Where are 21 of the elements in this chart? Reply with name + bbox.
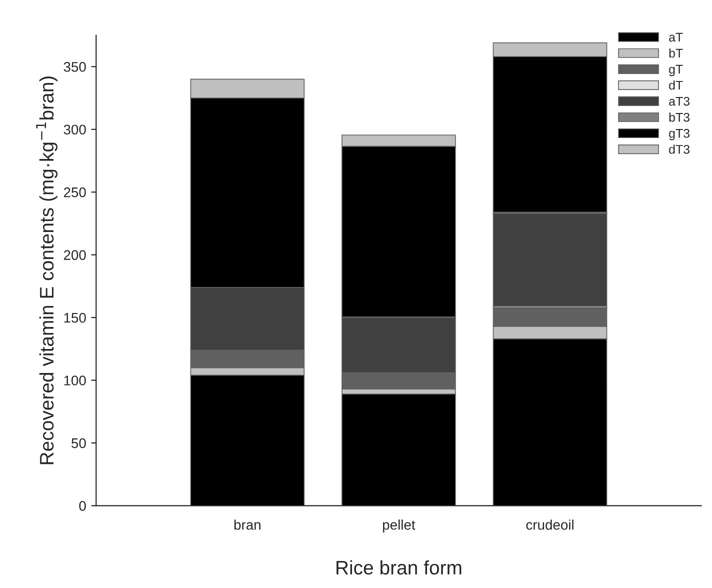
- legend-label: aT: [669, 32, 683, 42]
- legend-label: dT3: [669, 144, 690, 154]
- x-tick-label: bran: [234, 520, 260, 530]
- x-tick-label: crudeoil: [526, 520, 574, 530]
- y-tick-label: 300: [64, 124, 86, 135]
- y-tick-label: 250: [64, 187, 86, 198]
- legend-label: bT: [669, 48, 683, 58]
- y-tick-label: 50: [72, 438, 86, 448]
- x-axis-title: Rice bran form: [336, 560, 462, 575]
- y-axis-title: Recovered vitamin E contents (mg·kg$^{−1}$bran): [36, 76, 58, 464]
- legend-label: aT3: [669, 96, 690, 106]
- legend-label: bT3: [669, 112, 690, 122]
- legend-label: gT3: [669, 128, 690, 140]
- y-tick-label: 0: [79, 501, 86, 511]
- x-tick-label: pellet: [383, 520, 416, 533]
- legend-label: dT: [669, 80, 683, 90]
- y-tick-label: 350: [64, 62, 86, 72]
- legend-label: gT: [669, 64, 683, 76]
- y-tick-label: 150: [64, 312, 86, 323]
- y-tick-label: 100: [64, 376, 86, 386]
- y-tick-label: 200: [64, 250, 86, 260]
